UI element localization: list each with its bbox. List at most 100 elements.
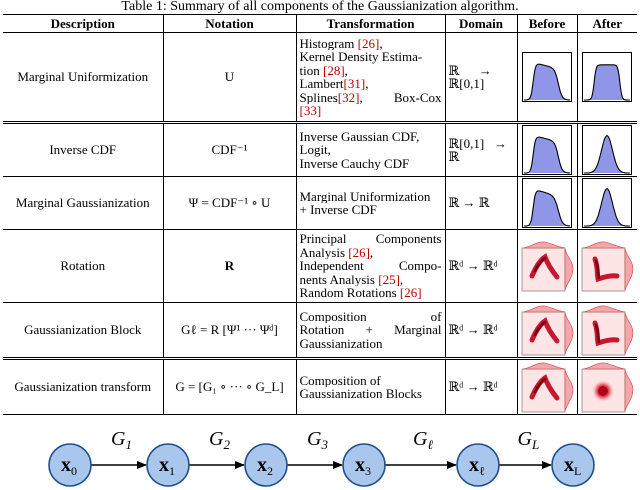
row-notation: Ψ = CDF⁻¹ ∘ U — [162, 176, 296, 230]
row-transformation: Histogram [26], Kernel Density Estima-tio… — [295, 32, 445, 124]
top-marginal — [582, 241, 625, 249]
chain-node: x1 — [146, 443, 190, 487]
density-curve — [584, 187, 631, 227]
gaussian-hist-plot — [582, 178, 633, 228]
transformation-line: Analysis [26], — [299, 245, 374, 260]
transformation-line: Composition of — [299, 309, 442, 324]
transformation-line: Principal Components — [299, 232, 442, 246]
transformation-line: Inverse Cauchy CDF — [299, 156, 410, 171]
table-row: Rotation R Principal Components Analysis [2… — [3, 229, 637, 303]
domain-line: ℝᵈ → ℝᵈ — [448, 379, 498, 395]
components-table: Description Notation Transformation Doma… — [3, 14, 637, 415]
row-domain: ℝ → ℝ — [444, 176, 517, 230]
chain-node: xℓ — [456, 443, 500, 487]
transformation-line: Composition of — [299, 373, 381, 387]
table-row: Marginal Uniformization U Histogram [26], K… — [3, 32, 637, 124]
joint-density-plot — [521, 305, 573, 356]
top-marginal — [582, 362, 625, 370]
header-description: Description — [3, 14, 163, 33]
domain-line: ℝ → ℝ — [448, 195, 490, 211]
table-row: Gaussianization transform G = [G₁ ∘ ··· ∘… — [3, 358, 637, 415]
joint-density-gaussian-plot — [581, 362, 633, 413]
right-marginal — [624, 248, 633, 291]
density-curve — [524, 136, 570, 174]
header-before: Before — [516, 14, 577, 33]
transformation-line: Random Rotations [26] — [299, 286, 422, 300]
joint-density-rotated-plot — [581, 305, 633, 356]
joint-density-plot — [521, 241, 573, 292]
histogram-area — [524, 190, 570, 226]
row-after — [576, 176, 637, 230]
transformation-line: Histogram [26], — [299, 36, 383, 50]
transformation-line: Gaussianization — [299, 336, 383, 351]
chain-edge-label: G1 — [111, 428, 132, 452]
transformation-line: [33] — [299, 104, 322, 118]
row-after — [576, 358, 637, 415]
chain-node: xL — [551, 443, 595, 487]
uniform-hist-plot — [522, 52, 572, 102]
row-transformation: Composition of Gaussianization Blocks — [295, 358, 445, 415]
skewed-hist-plot — [522, 178, 572, 228]
table-row: Gaussianization Block Gℓ = R [Ψ¹ ··· Ψᵈ] C… — [3, 302, 637, 360]
uniform-hist-flat-plot — [582, 52, 633, 102]
right-marginal — [624, 312, 633, 355]
transformation-line: Kernel Density Estima- — [299, 50, 423, 64]
uniform-hist-plot — [522, 125, 572, 175]
density-curve — [584, 134, 631, 174]
density-curve — [524, 63, 570, 101]
row-before — [516, 176, 577, 230]
row-domain: ℝ[0,1] → ℝ — [444, 122, 517, 177]
transformation-line: Marginal Uniformization — [299, 189, 431, 203]
right-marginal — [624, 369, 633, 412]
row-domain: ℝ → ℝ[0,1] — [444, 32, 517, 124]
joint-density — [529, 253, 559, 280]
chain-node: x3 — [342, 443, 386, 487]
row-before — [516, 302, 577, 360]
row-transformation: Inverse Gaussian CDF, Logit, Inverse Cauch… — [295, 122, 445, 177]
row-domain: ℝᵈ → ℝᵈ — [444, 229, 517, 303]
density-curve — [584, 64, 631, 101]
transformation-line: tion [28], — [299, 63, 348, 77]
top-marginal — [522, 362, 565, 370]
transformation-line: Inverse Gaussian CDF, — [299, 129, 420, 144]
header-after: After — [576, 14, 637, 33]
row-before — [516, 229, 577, 303]
joint-density — [591, 380, 614, 402]
table-caption: Table 1: Summary of all components of th… — [121, 0, 519, 14]
row-transformation: Composition of Rotation + Marginal Gaussia… — [295, 302, 445, 360]
transformation-line: nents Analysis [25], — [299, 272, 404, 287]
row-transformation: Principal Components Analysis [26], Indepe… — [295, 229, 445, 303]
histogram-area — [524, 137, 570, 173]
joint-density-plot — [521, 362, 573, 413]
row-after — [576, 229, 637, 303]
domain-line: ℝᵈ → ℝᵈ — [448, 322, 498, 338]
top-marginal — [522, 241, 565, 249]
row-after — [576, 302, 637, 360]
table-row: Marginal Gaussianization Ψ = CDF⁻¹ ∘ U Mar… — [3, 176, 637, 230]
gaussian-hist-plot — [582, 125, 633, 175]
domain-line: ℝ — [448, 149, 460, 164]
row-transformation: Marginal Uniformization + Inverse CDF — [295, 176, 445, 230]
chain-node: x0 — [48, 443, 92, 487]
domain-line: ℝᵈ → ℝᵈ — [448, 258, 498, 274]
transformation-line: Logit, — [299, 143, 331, 157]
right-marginal — [564, 312, 573, 355]
row-after — [576, 32, 637, 124]
header-row: Description Notation Transformation Doma… — [3, 14, 637, 33]
domain-line: ℝ[0,1] — [448, 76, 485, 91]
row-before — [516, 32, 577, 124]
histogram-area — [584, 188, 631, 226]
row-description: Gaussianization transform — [3, 358, 163, 415]
joint-density — [529, 374, 559, 401]
row-description: Marginal Uniformization — [3, 32, 163, 124]
row-notation: R — [162, 229, 296, 303]
joint-density — [592, 320, 619, 347]
row-domain: ℝᵈ → ℝᵈ — [444, 358, 517, 415]
transformation-line: Lambert[31], — [299, 77, 369, 91]
joint-density — [529, 317, 559, 344]
row-after — [576, 122, 637, 177]
transformation-line: + Inverse CDF — [299, 203, 377, 217]
row-before — [516, 122, 577, 177]
row-description: Gaussianization Block — [3, 302, 163, 360]
top-marginal — [582, 305, 625, 313]
